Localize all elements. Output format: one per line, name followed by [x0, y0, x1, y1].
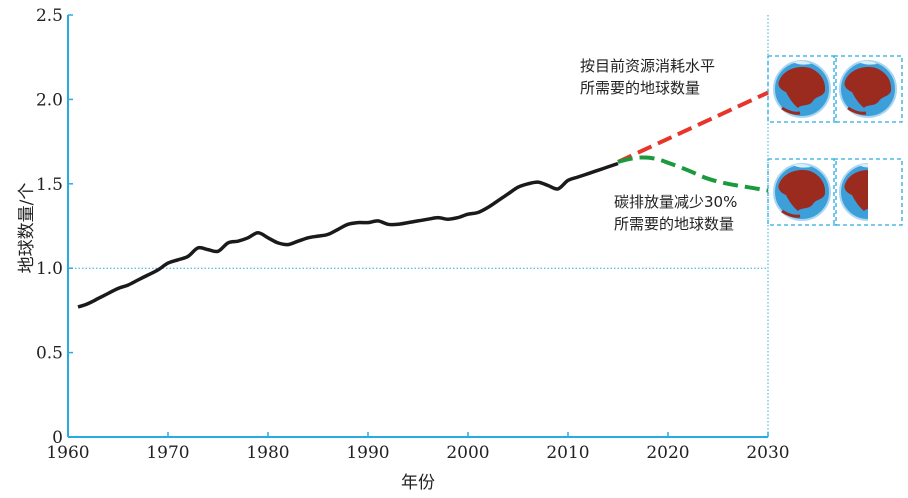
projection-reduced-line — [617, 155, 769, 193]
x-tick-label: 1960 — [46, 443, 89, 463]
y-tick-label: 1.5 — [36, 175, 63, 195]
annotation-current: 按目前资源消耗水平 所需要的地球数量 — [580, 57, 715, 97]
historical-line — [77, 161, 619, 309]
x-tick-label: 2000 — [446, 443, 489, 463]
globe-frame-4 — [833, 158, 903, 226]
earth-globe-icon — [773, 60, 831, 118]
projection-current-line — [617, 90, 769, 164]
globe-frame-1 — [767, 55, 837, 123]
x-axis-title: 年份 — [401, 473, 435, 493]
earth-globe-icon — [773, 163, 831, 221]
x-tick-label: 2020 — [646, 443, 689, 463]
globe-box-current — [767, 55, 903, 123]
x-tick-label: 2010 — [546, 443, 589, 463]
y-tick-label: 2.0 — [36, 90, 63, 110]
annotation-reduced-line2: 所需要的地球数量 — [614, 215, 734, 233]
y-tick-label: 2.5 — [36, 6, 63, 26]
ticks: 1960 1970 1980 1990 2000 2010 2020 2030 0 0.5 1.0 1… — [36, 6, 790, 463]
globe-frame-3 — [767, 158, 837, 226]
annotation-current-line2: 所需要的地球数量 — [580, 79, 700, 97]
x-tick-label: 1980 — [246, 443, 289, 463]
y-axis-title: 地球数量/个 — [17, 183, 37, 274]
x-tick-label: 2030 — [746, 443, 789, 463]
x-tick-label: 1990 — [346, 443, 389, 463]
y-tick-label: 0.5 — [36, 344, 63, 364]
globe-box-reduced — [767, 158, 903, 226]
axes — [67, 15, 768, 438]
x-tick-label: 1970 — [146, 443, 189, 463]
series-layer — [77, 90, 769, 309]
half-earth-globe-icon — [839, 163, 868, 221]
globe-frame-2 — [833, 55, 903, 123]
y-tick-label: 1.0 — [36, 259, 63, 279]
annotation-reduced-line1: 碳排放量减少30% — [614, 193, 737, 211]
annotation-reduced: 碳排放量减少30% 所需要的地球数量 — [614, 193, 737, 233]
earth-globe-icon — [839, 60, 897, 118]
annotation-current-line1: 按目前资源消耗水平 — [580, 57, 715, 75]
y-tick-label: 0 — [52, 428, 63, 448]
